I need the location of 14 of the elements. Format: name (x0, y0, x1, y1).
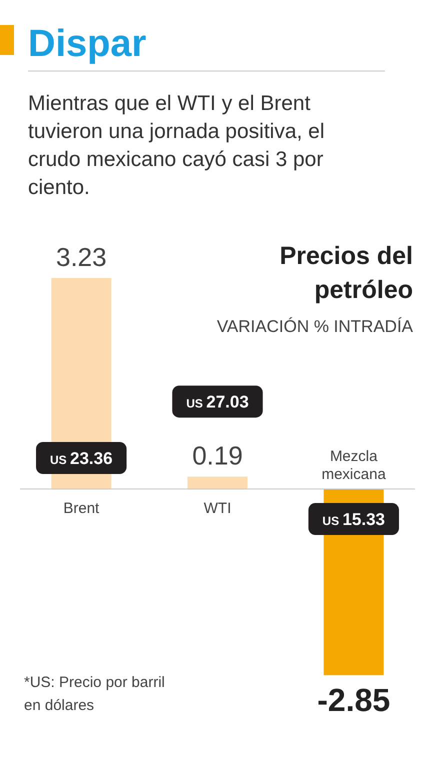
annotation: US 27.03 (186, 392, 249, 412)
annotation: US 15.33 (322, 510, 385, 529)
annotation: Precios del petróleo (280, 242, 413, 304)
chart-subtitle: Mientras que el WTI y el Brent tuvieron una jornada positiva, el crudo mexicano cayó casi 3 por ciento. (28, 92, 325, 199)
data-label: -2.85 (317, 682, 390, 718)
annotation: *US: Precio por barril en dólares (24, 674, 165, 714)
x-tick-label: Brent (63, 500, 100, 517)
annotation: US 23.36 (50, 449, 113, 468)
x-tick-label: WTI (204, 500, 232, 517)
data-label: 3.23 (56, 242, 107, 272)
x-tick-label: Mezcla mexicana (322, 448, 386, 483)
annotation: VARIACIÓN % INTRADÍA (216, 317, 414, 336)
chart-title: Dispar (28, 23, 146, 65)
data-label: 0.19 (192, 440, 243, 471)
